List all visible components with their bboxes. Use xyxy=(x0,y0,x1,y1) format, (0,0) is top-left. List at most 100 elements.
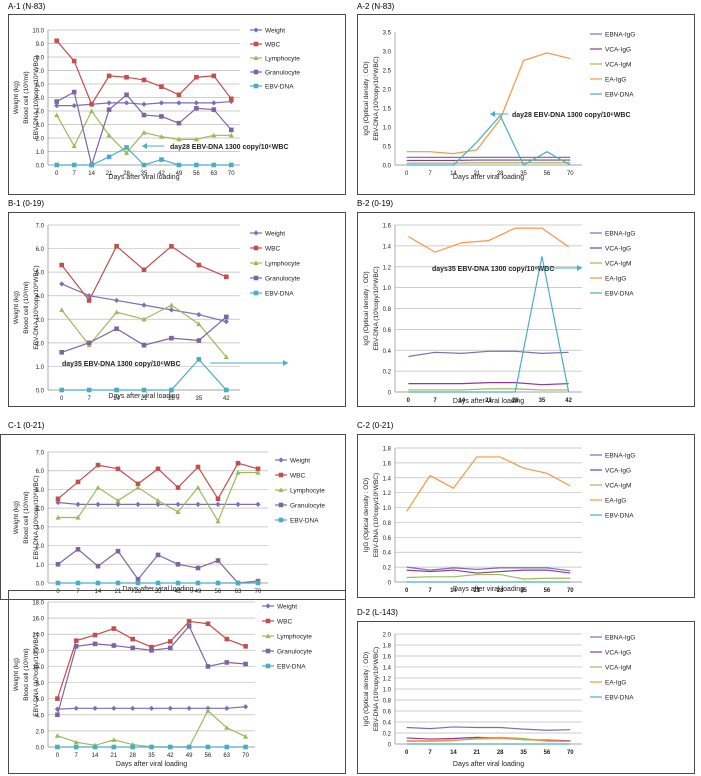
a-1-data-point xyxy=(71,162,77,168)
a-1-data-point xyxy=(89,101,94,107)
a-1-data-point xyxy=(106,154,112,160)
a-2-legend-label: VCA-IgG xyxy=(605,47,631,54)
d-2-x-axis-label: Days after viral loading xyxy=(453,761,524,768)
d-2-ytick-label: 1.8 xyxy=(383,644,392,650)
a-1-data-point xyxy=(123,100,130,106)
a-1-data-point xyxy=(211,162,217,168)
b-1-annotation-arrowhead xyxy=(283,360,288,366)
b-1-legend-marker xyxy=(253,275,259,281)
c-1-data-point xyxy=(215,558,221,563)
c-1-data-point xyxy=(155,552,161,558)
c-1-data-point xyxy=(115,501,121,507)
d-1-data-point xyxy=(186,744,192,750)
b-1-data-point xyxy=(169,387,174,393)
b-1-data-point xyxy=(86,298,92,303)
chart-frame-c2 xyxy=(357,434,695,598)
c-2-ytick-label: 0.2 xyxy=(383,566,392,572)
a-1-data-point xyxy=(158,134,165,139)
b-1-xtick-label: 28 xyxy=(168,396,175,402)
b-2-ytick-label: 1.2 xyxy=(383,265,392,271)
c-1-data-point xyxy=(255,466,261,472)
c-1-data-point xyxy=(115,466,121,472)
c-1-ytick-label: 7.0 xyxy=(36,451,45,457)
a-1-data-point xyxy=(71,89,77,95)
b-2-series-line xyxy=(408,256,570,393)
b-1-data-point xyxy=(196,311,202,318)
c-1-data-point xyxy=(155,501,161,507)
c-1-data-point xyxy=(255,501,261,507)
b-1-xtick-label: 0 xyxy=(60,396,64,402)
b-1-data-point xyxy=(86,340,92,346)
a-1-ytick-label: 3.0 xyxy=(36,123,45,129)
a-1-x-axis-label: Days after viral loading xyxy=(108,174,179,181)
d-1-data-point xyxy=(149,744,154,750)
c-1-ytick-label: 3.0 xyxy=(36,525,45,531)
b-2-ytick-label: 0.6 xyxy=(383,328,392,334)
d-1-ytick-label: 4.0 xyxy=(36,713,45,719)
c-1-xtick-label: 21 xyxy=(115,589,122,595)
b-1-series-line xyxy=(61,304,227,358)
c-1-ytick-label: 0.0 xyxy=(36,582,45,588)
d-1-xtick-label: 42 xyxy=(167,753,174,759)
a-1-data-point xyxy=(159,157,164,162)
c-1-data-point xyxy=(215,496,221,502)
b-1-y-axis-label: Weight (kg) xyxy=(13,291,20,324)
a-2-xtick-label: 28 xyxy=(497,171,504,177)
a-1-ytick-label: 10.0 xyxy=(32,29,44,35)
a-1-ytick-label: 7.0 xyxy=(36,69,45,75)
a-2-legend-label: EBNA-IgG xyxy=(605,32,635,39)
a-1-data-point xyxy=(141,77,147,83)
d-2-ytick-label: 1.4 xyxy=(383,666,392,672)
a-2-xtick-label: 35 xyxy=(520,171,527,177)
c-1-data-point xyxy=(135,481,141,487)
panel-title-b2: B-2 (0-19) xyxy=(357,199,394,208)
a-1-ytick-label: 4.0 xyxy=(36,110,45,116)
d-1-data-point xyxy=(186,619,192,624)
d-1-ytick-label: 18.0 xyxy=(32,601,44,607)
d-1-data-point xyxy=(242,733,249,739)
a-1-data-point xyxy=(141,112,147,118)
a-1-data-point xyxy=(54,112,60,118)
a-1-data-point xyxy=(89,108,95,114)
a-2-xtick-label: 56 xyxy=(544,171,551,177)
c-2-y-axis-label: EBV-DNA (10³copy/10⁶WBC) xyxy=(373,473,380,557)
c-1-legend-marker xyxy=(278,487,284,493)
d-1-data-point xyxy=(54,733,61,738)
b-2-xtick-label: 28 xyxy=(512,398,519,404)
c-1-xtick-label: 70 xyxy=(255,589,262,595)
a-1-xtick-label: 70 xyxy=(228,171,235,177)
b-1-data-point xyxy=(168,302,175,308)
d-2-xtick-label: 7 xyxy=(428,750,432,756)
b-2-ytick-label: 0.2 xyxy=(383,370,392,376)
a-1-data-point xyxy=(54,103,60,109)
b-1-series-line xyxy=(61,245,227,302)
d-2-xtick-label: 28 xyxy=(497,750,504,756)
chart-frame-a1 xyxy=(8,14,346,195)
panel-title-a2: A-2 (N-83) xyxy=(357,2,395,11)
d-1-legend-marker xyxy=(265,648,271,654)
d-2-xtick-label: 21 xyxy=(473,750,480,756)
c-1-data-point xyxy=(255,580,261,586)
d-1-legend-label: Weight xyxy=(277,604,297,611)
c-1-xtick-label: 28 xyxy=(135,589,142,595)
b-1-data-point xyxy=(59,281,65,287)
b-1-legend-label: Weight xyxy=(265,231,285,238)
c-1-ytick-label: 5.0 xyxy=(36,488,45,494)
b-1-xtick-label: 7 xyxy=(87,396,91,402)
c-1-data-point xyxy=(135,576,141,582)
c-1-xtick-label: 56 xyxy=(215,589,222,595)
a-1-data-point xyxy=(54,38,60,44)
a-1-data-point xyxy=(211,73,217,79)
a-1-data-point xyxy=(194,106,199,111)
b-1-legend-label: EBV-DNA xyxy=(265,291,294,298)
c-2-series-line xyxy=(406,456,571,512)
c-1-x-axis-label: Days after viral loading xyxy=(122,586,193,593)
a-1-xtick-label: 21 xyxy=(106,171,113,177)
b-1-ytick-label: 3.0 xyxy=(36,318,45,324)
d-1-data-point xyxy=(205,621,211,627)
c-1-data-point xyxy=(235,460,241,466)
a-1-data-point xyxy=(228,127,234,133)
d-1-data-point xyxy=(149,644,154,650)
c-1-legend-marker xyxy=(278,457,284,463)
d-1-data-point xyxy=(73,739,79,745)
